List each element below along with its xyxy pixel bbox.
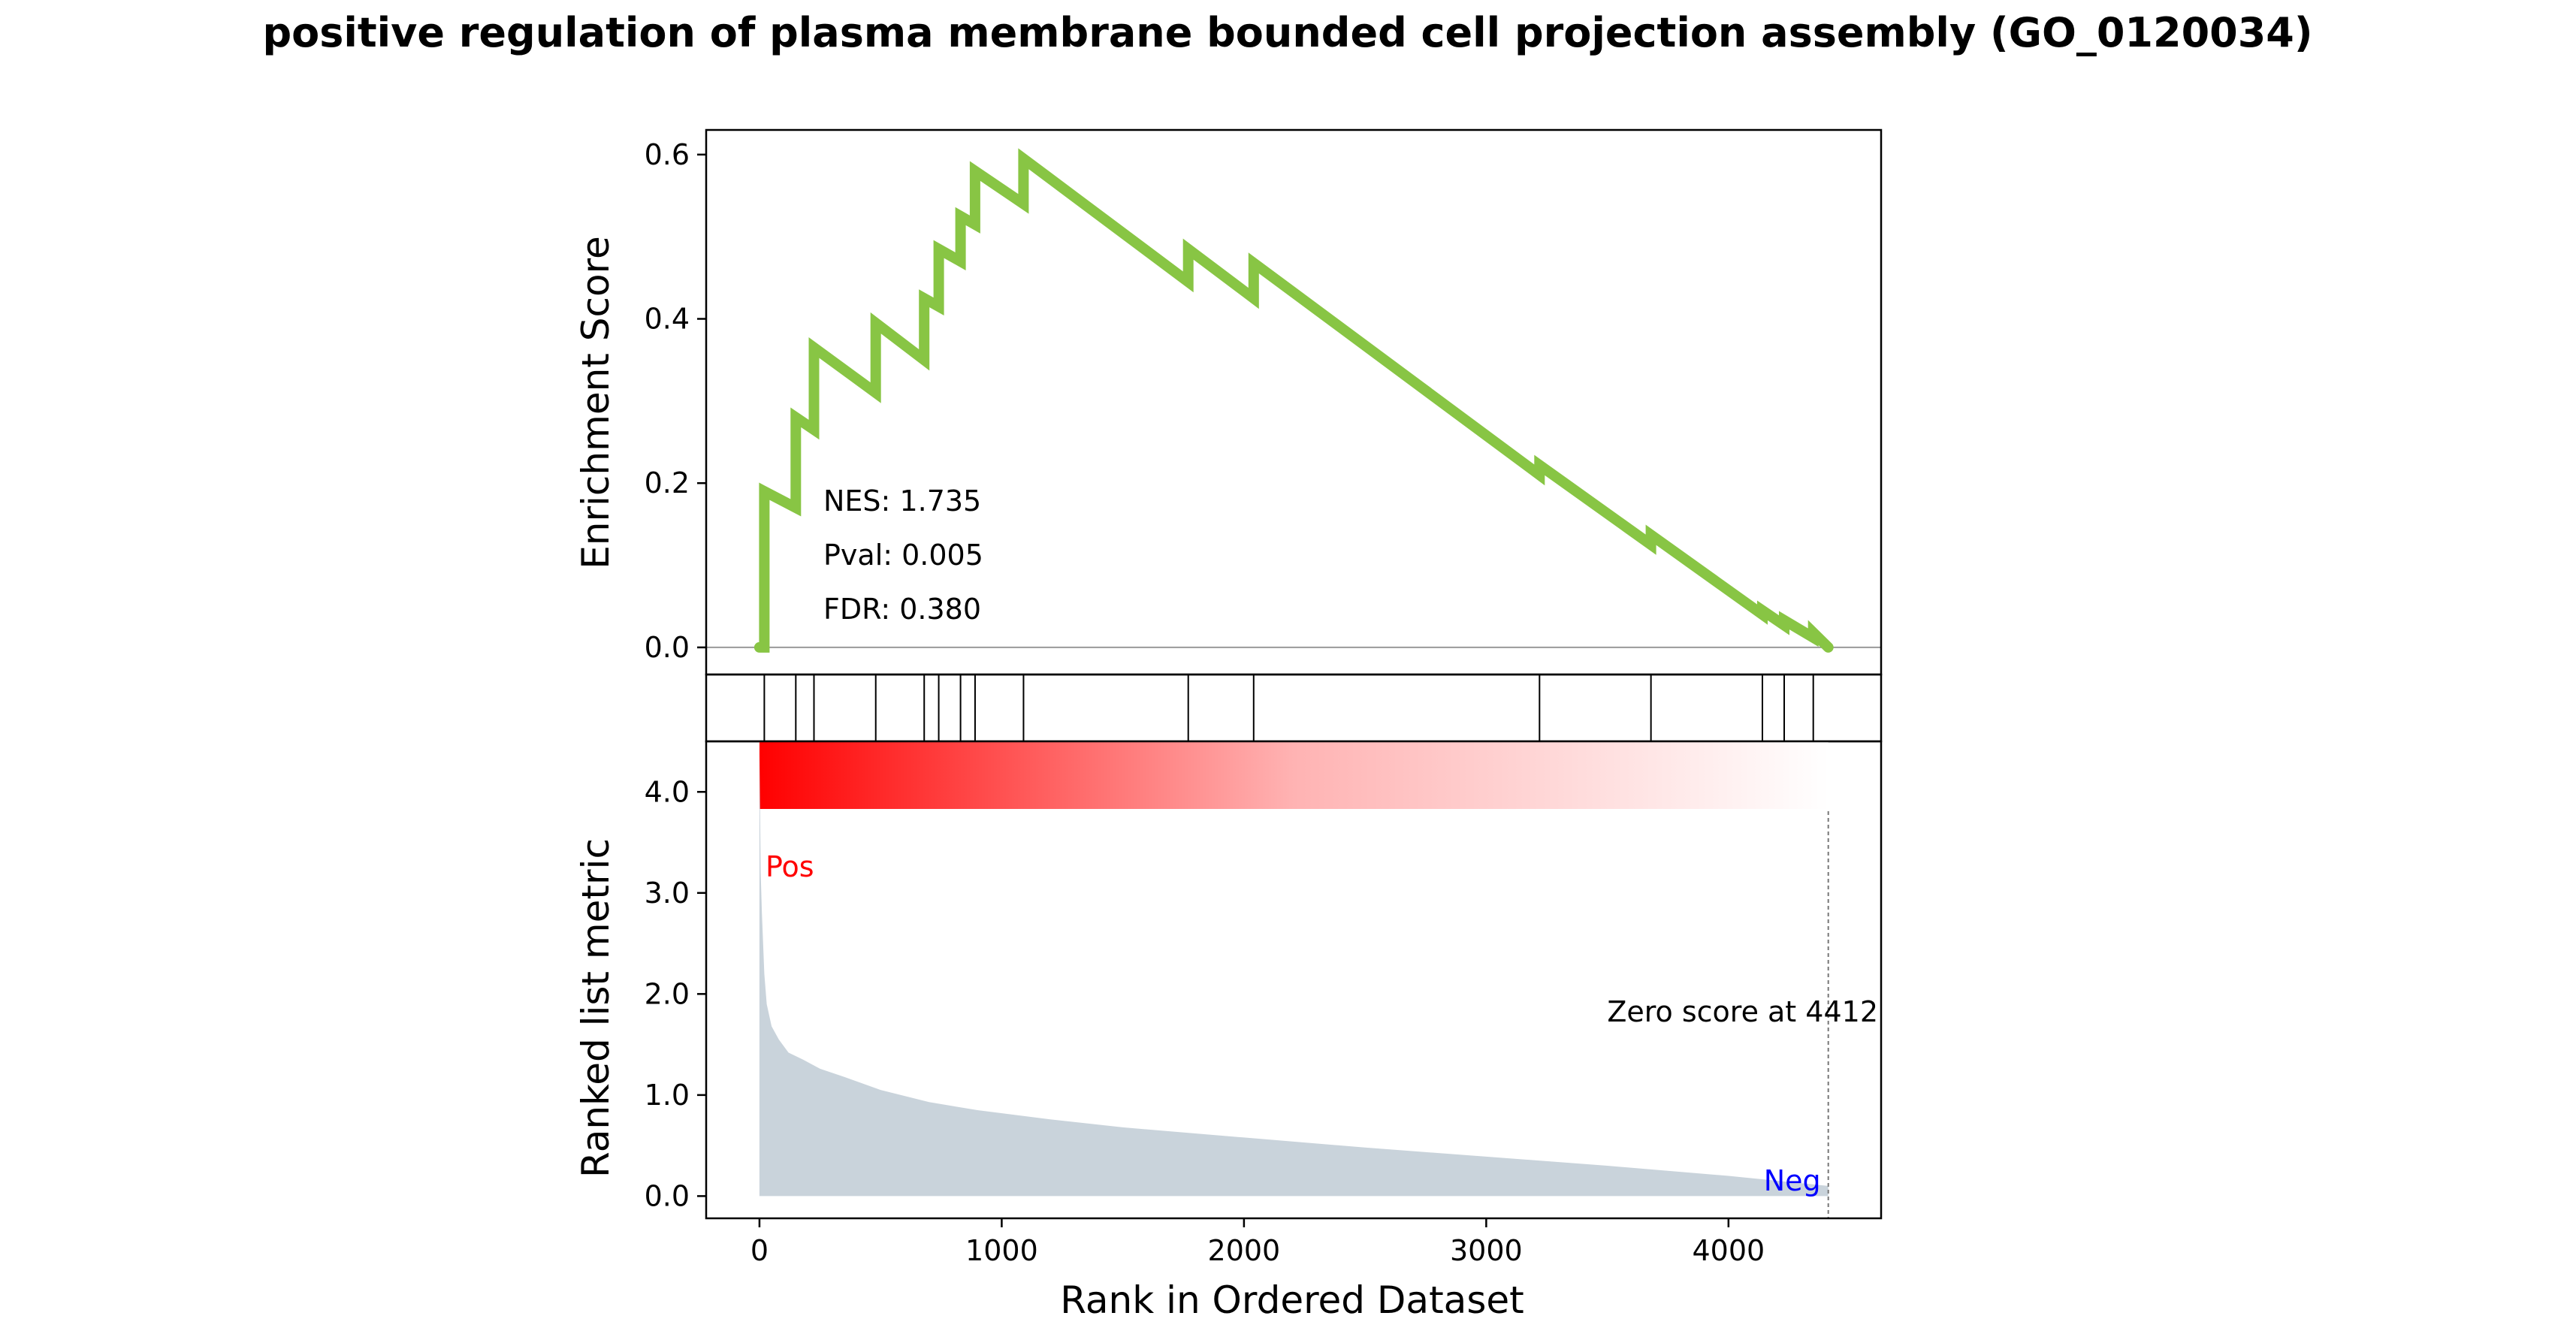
chart-title: positive regulation of plasma membrane b… (262, 9, 2312, 56)
y-tick-label-ranked: 2.0 (645, 977, 690, 1010)
y-tick-label-enrichment: 0.4 (645, 303, 690, 336)
hits-panel (705, 673, 1883, 743)
x-tick-label: 2000 (1208, 1234, 1281, 1267)
enrichment-panel: 0.0 0.2 0.4 0.6 NES: 1.735 Pval: 0.005 FDR: 0.… (645, 128, 1883, 676)
y-axis-label-ranked-metric: Ranked list metric (574, 838, 618, 1178)
x-tick-label: 1000 (965, 1234, 1038, 1267)
x-tick-label: 0 (750, 1234, 769, 1267)
pos-label: Pos (766, 850, 814, 883)
y-tick-label-ranked: 0.0 (645, 1179, 690, 1212)
hits-frame (705, 673, 1883, 743)
x-axis-label: Rank in Ordered Dataset (1060, 1278, 1524, 1322)
y-tick-label-enrichment: 0.6 (645, 138, 690, 171)
ranked-metric-panel: 0.0 1.0 2.0 3.0 4.0 Pos Neg Zero score at 4412 (645, 740, 1883, 1220)
stats-label: NES: 1.735 (823, 484, 981, 518)
y-axis-label-enrichment: Enrichment Score (574, 236, 618, 569)
y-tick-label-ranked: 4.0 (645, 775, 690, 808)
enrichment-line (753, 148, 1834, 653)
zero-score-label: Zero score at 4412 (1607, 995, 1878, 1028)
heatmap-bar (759, 741, 1829, 809)
x-axis: 0 1000 2000 3000 4000 (750, 1218, 1765, 1267)
y-tick-label-enrichment: 0.2 (645, 466, 690, 499)
stats-label: FDR: 0.380 (823, 593, 981, 626)
y-tick-label-enrichment: 0.0 (645, 631, 690, 664)
ranked-frame (705, 740, 1883, 1220)
x-tick-label: 4000 (1692, 1234, 1765, 1267)
y-tick-label-ranked: 1.0 (645, 1079, 690, 1112)
ranked-metric-area (759, 746, 1829, 1197)
stats-label: Pval: 0.005 (823, 539, 983, 572)
neg-label: Neg (1764, 1164, 1821, 1197)
y-tick-label-ranked: 3.0 (645, 877, 690, 910)
x-tick-label: 3000 (1450, 1234, 1523, 1267)
